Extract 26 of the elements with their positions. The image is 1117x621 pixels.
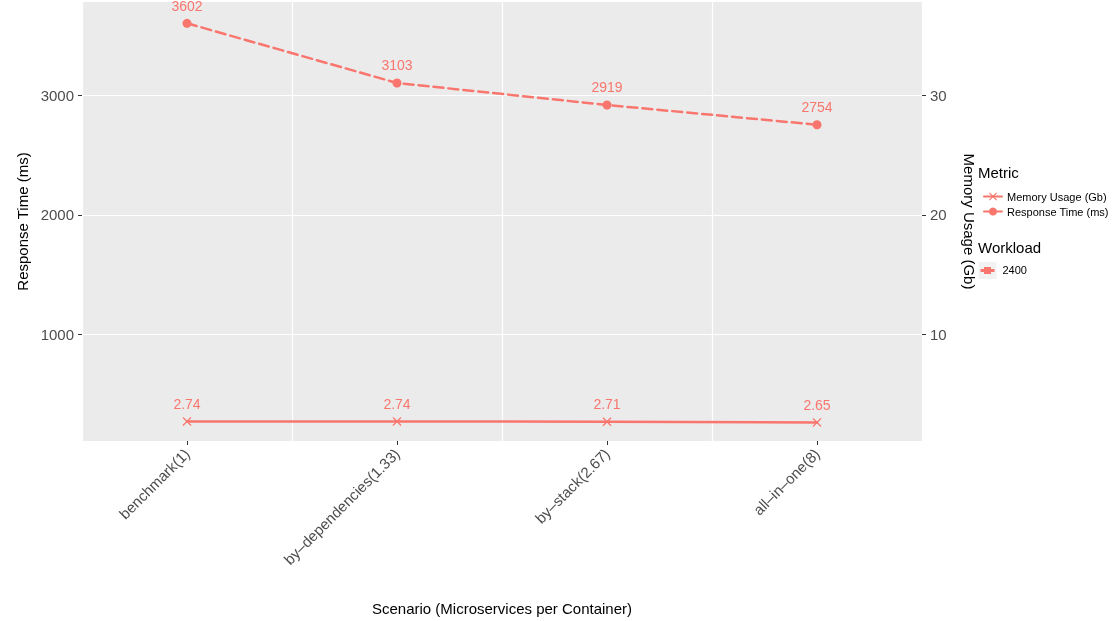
point <box>392 78 402 88</box>
data-label: 2.71 <box>593 396 621 413</box>
legend-label: Response Time (ms) <box>1007 205 1109 218</box>
data-label: 3602 <box>171 0 203 14</box>
y2-axis-title: Memory Usage (Gb) <box>961 153 978 290</box>
y2-tick-label: 20 <box>930 206 947 224</box>
point <box>602 100 612 110</box>
data-label: 2.74 <box>173 395 201 412</box>
y-tick-label: 3000 <box>40 86 74 104</box>
y-axis-title: Response Time (ms) <box>13 152 31 291</box>
x-axis-title: Scenario (Microservices per Container) <box>371 600 633 617</box>
legend-title: Metric <box>978 164 1020 181</box>
text: 2400 <box>1002 263 1027 276</box>
text: Workload <box>978 239 1042 256</box>
y2-tick-label: 30 <box>930 86 947 104</box>
data-label: 2754 <box>801 99 833 116</box>
data-label: 2.74 <box>383 395 411 412</box>
point <box>182 18 192 28</box>
y-tick-label: 2000 <box>40 206 74 224</box>
y2-tick-label: 10 <box>930 326 947 344</box>
data-label: 3103 <box>381 57 413 74</box>
y-tick-label: 1000 <box>40 326 74 344</box>
legend-label: Memory Usage (Gb) <box>1007 190 1107 203</box>
data-label: 2919 <box>591 79 623 96</box>
data-label: 2.65 <box>803 396 831 413</box>
point <box>812 120 822 130</box>
